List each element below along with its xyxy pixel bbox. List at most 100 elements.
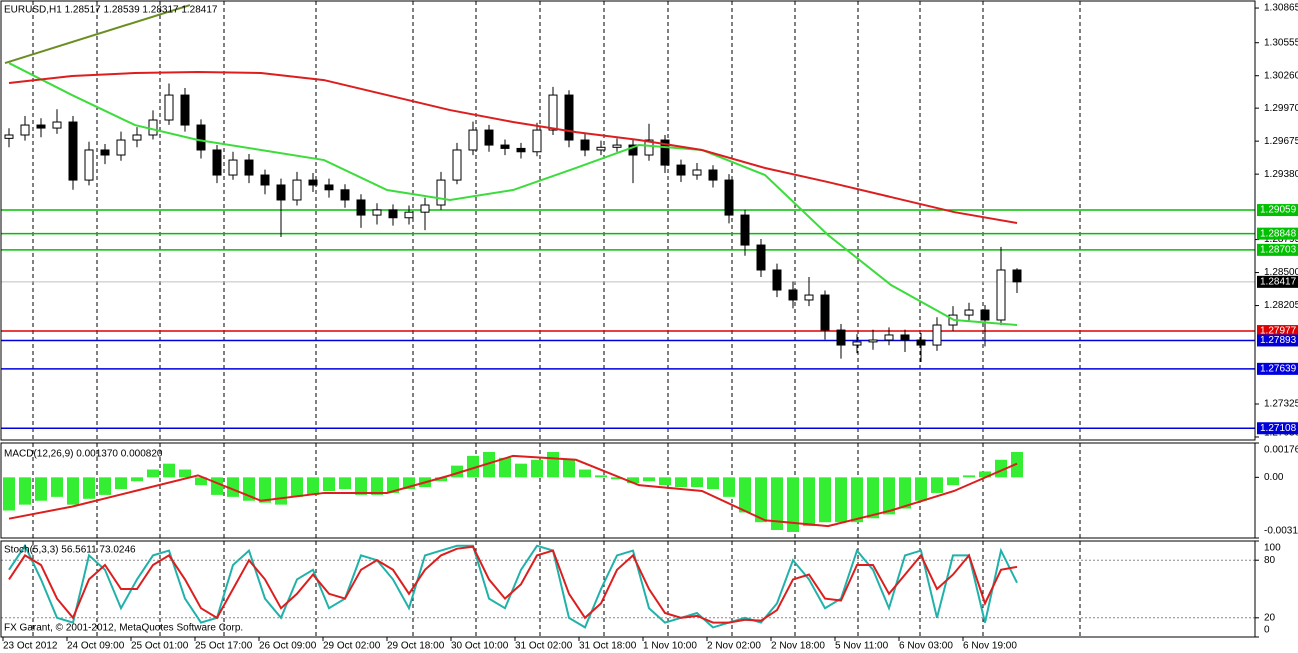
candle-body — [484, 129, 494, 146]
macd-bar — [819, 477, 831, 523]
level-label-bg — [1257, 243, 1298, 256]
macd-bar — [611, 477, 623, 480]
macd-bar — [787, 477, 799, 532]
macd-bar — [35, 477, 47, 501]
macd-bar — [83, 477, 95, 499]
candle-body — [180, 94, 190, 126]
candle-body — [724, 179, 734, 216]
level-label-bg — [1257, 334, 1298, 347]
macd-bar — [531, 459, 543, 478]
candle-body — [340, 189, 350, 201]
candle-body — [612, 144, 622, 148]
macd-bar — [739, 477, 751, 513]
x-tick-label: 6 Nov 19:00 — [963, 641, 1017, 652]
candle-body — [4, 134, 14, 139]
candle-body — [20, 124, 30, 136]
macd-bar — [307, 477, 319, 495]
candle-body — [804, 294, 814, 301]
y-tick-label: 0.00 — [1264, 472, 1284, 483]
x-tick-label: 6 Nov 03:00 — [899, 641, 953, 652]
x-tick-label: 31 Oct 02:00 — [515, 641, 573, 652]
macd-bar — [963, 475, 975, 478]
stoch-line — [8, 543, 1018, 629]
macd-bar — [467, 455, 479, 478]
y-tick-label: 1.30260 — [1264, 70, 1298, 81]
x-tick-label: 30 Oct 10:00 — [451, 641, 509, 652]
macd-bar — [579, 469, 591, 478]
macd-bar — [675, 477, 687, 488]
level-label: 1.27108 — [1260, 423, 1297, 434]
level-label: 1.27893 — [1260, 335, 1297, 346]
candle-body — [500, 144, 510, 149]
trendline — [4, 4, 191, 65]
candle-body — [900, 334, 910, 341]
y-tick-label: 1.28500 — [1264, 267, 1298, 278]
candle-body — [100, 149, 110, 156]
macd-bar — [195, 477, 207, 486]
candle-body — [772, 269, 782, 291]
candle-body — [292, 179, 302, 201]
x-tick-label: 24 Oct 09:00 — [67, 641, 125, 652]
copyright: FX Garant, © 2001-2012, MetaQuotes Softw… — [4, 623, 243, 634]
candle-body — [36, 124, 46, 129]
macd-bar — [387, 477, 399, 493]
macd-bar — [483, 451, 495, 478]
macd-bar — [643, 477, 655, 482]
x-tick-label: 26 Oct 09:00 — [259, 641, 317, 652]
macd-bar — [515, 463, 527, 478]
macd-bar — [227, 477, 239, 497]
macd-bar — [355, 477, 367, 495]
candle-body — [756, 244, 766, 271]
macd-bar — [3, 477, 15, 511]
candle-body — [452, 149, 462, 181]
x-tick-label: 29 Oct 02:00 — [323, 641, 381, 652]
x-tick-label: 2 Nov 02:00 — [707, 641, 761, 652]
macd-bar — [867, 477, 879, 519]
macd-bar — [851, 477, 863, 523]
candle-body — [260, 174, 270, 186]
candle-body — [388, 209, 398, 219]
candle-body — [980, 309, 990, 321]
x-tick-label: 25 Oct 17:00 — [195, 641, 253, 652]
candle-body — [436, 179, 446, 206]
macd-bar — [691, 477, 703, 488]
x-tick-label: 23 Oct 2012 — [3, 641, 58, 652]
level-label: 1.29059 — [1260, 205, 1297, 216]
macd-bar — [99, 477, 111, 495]
y-tick-label: 1.29380 — [1264, 169, 1298, 180]
macd-bar — [451, 465, 463, 478]
macd-title: MACD(12,26,9) 0.001370 0.000820 — [4, 449, 163, 460]
candle-body — [852, 341, 862, 346]
macd-bar — [547, 451, 559, 478]
candle-body — [372, 209, 382, 216]
candle-body — [308, 179, 318, 186]
macd-bar — [931, 477, 943, 493]
macd-bar — [179, 469, 191, 478]
macd-bar — [51, 477, 63, 497]
y-tick-label: 1.30555 — [1264, 37, 1298, 48]
panel-frame — [0, 540, 1256, 638]
level-label: 1.28848 — [1260, 228, 1297, 239]
candle-body — [212, 149, 222, 176]
candle-body — [868, 339, 878, 343]
candle-body — [820, 294, 830, 331]
stoch-title: Stoch(5,3,3) 56.5611 73.0246 — [4, 545, 136, 556]
x-tick-label: 25 Oct 01:00 — [131, 641, 189, 652]
candle-body — [84, 149, 94, 181]
x-tick-label: 31 Oct 18:00 — [579, 641, 637, 652]
macd-bar — [883, 477, 895, 515]
candle-body — [196, 124, 206, 151]
moving-average — [8, 71, 1018, 225]
y-tick-label: 1.28205 — [1264, 300, 1298, 311]
candle-body — [644, 139, 654, 156]
candle-body — [132, 134, 142, 141]
candle-body — [996, 269, 1006, 321]
panel-frame — [0, 0, 1256, 441]
candle-body — [324, 184, 334, 191]
candle-body — [916, 339, 926, 346]
macd-signal — [8, 454, 1018, 528]
y-tick-label: 1.27325 — [1264, 399, 1298, 410]
